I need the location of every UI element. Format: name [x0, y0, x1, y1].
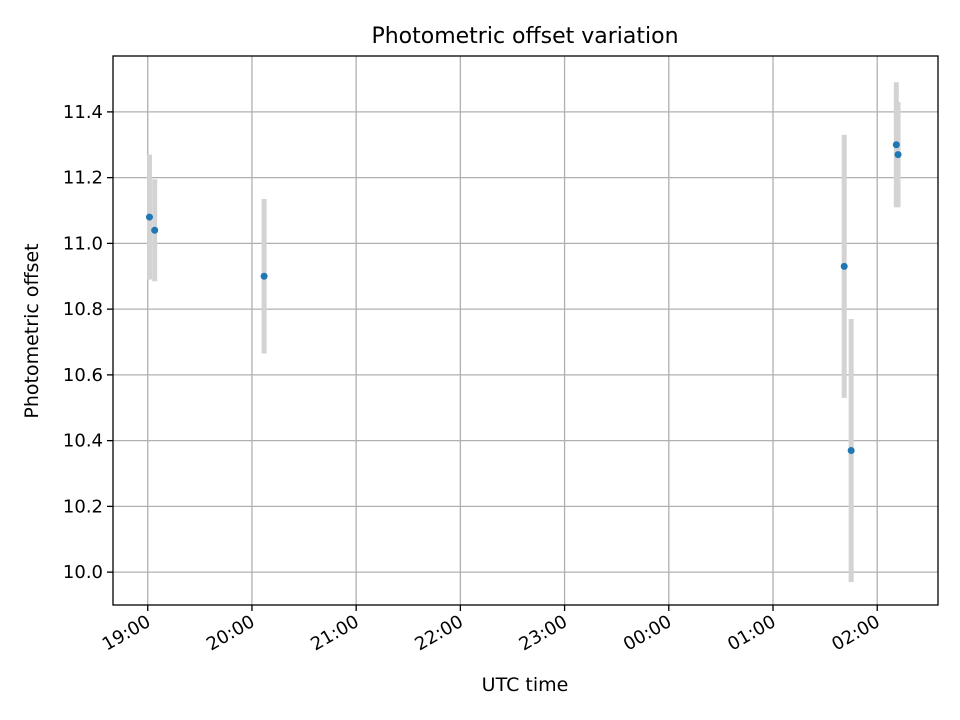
data-point: [145, 213, 153, 221]
y-tick-label: 10.0: [63, 562, 103, 583]
data-point: [892, 141, 900, 149]
x-axis-label: UTC time: [482, 674, 569, 696]
y-tick-label: 10.4: [63, 431, 103, 452]
data-point: [840, 262, 848, 270]
y-tick-label: 10.2: [63, 496, 103, 517]
plot-frame: [112, 55, 939, 606]
y-tick-label: 11.0: [63, 233, 103, 254]
y-axis-ticks: 10.0 10.2 10.4 10.6 10.8 11.0 11.2 11.4: [63, 102, 113, 583]
data-point: [894, 151, 902, 159]
data-point: [260, 272, 268, 280]
y-tick-label: 10.6: [63, 365, 103, 386]
grid: [113, 56, 938, 605]
y-tick-label: 11.4: [63, 102, 103, 123]
chart-title: Photometric offset variation: [371, 24, 678, 49]
data-points: [145, 141, 902, 454]
y-tick-label: 11.2: [63, 168, 103, 189]
y-axis-label: Photometric offset: [21, 243, 43, 418]
y-tick-label: 10.8: [63, 299, 103, 320]
data-point: [151, 226, 159, 234]
data-point: [847, 446, 855, 454]
